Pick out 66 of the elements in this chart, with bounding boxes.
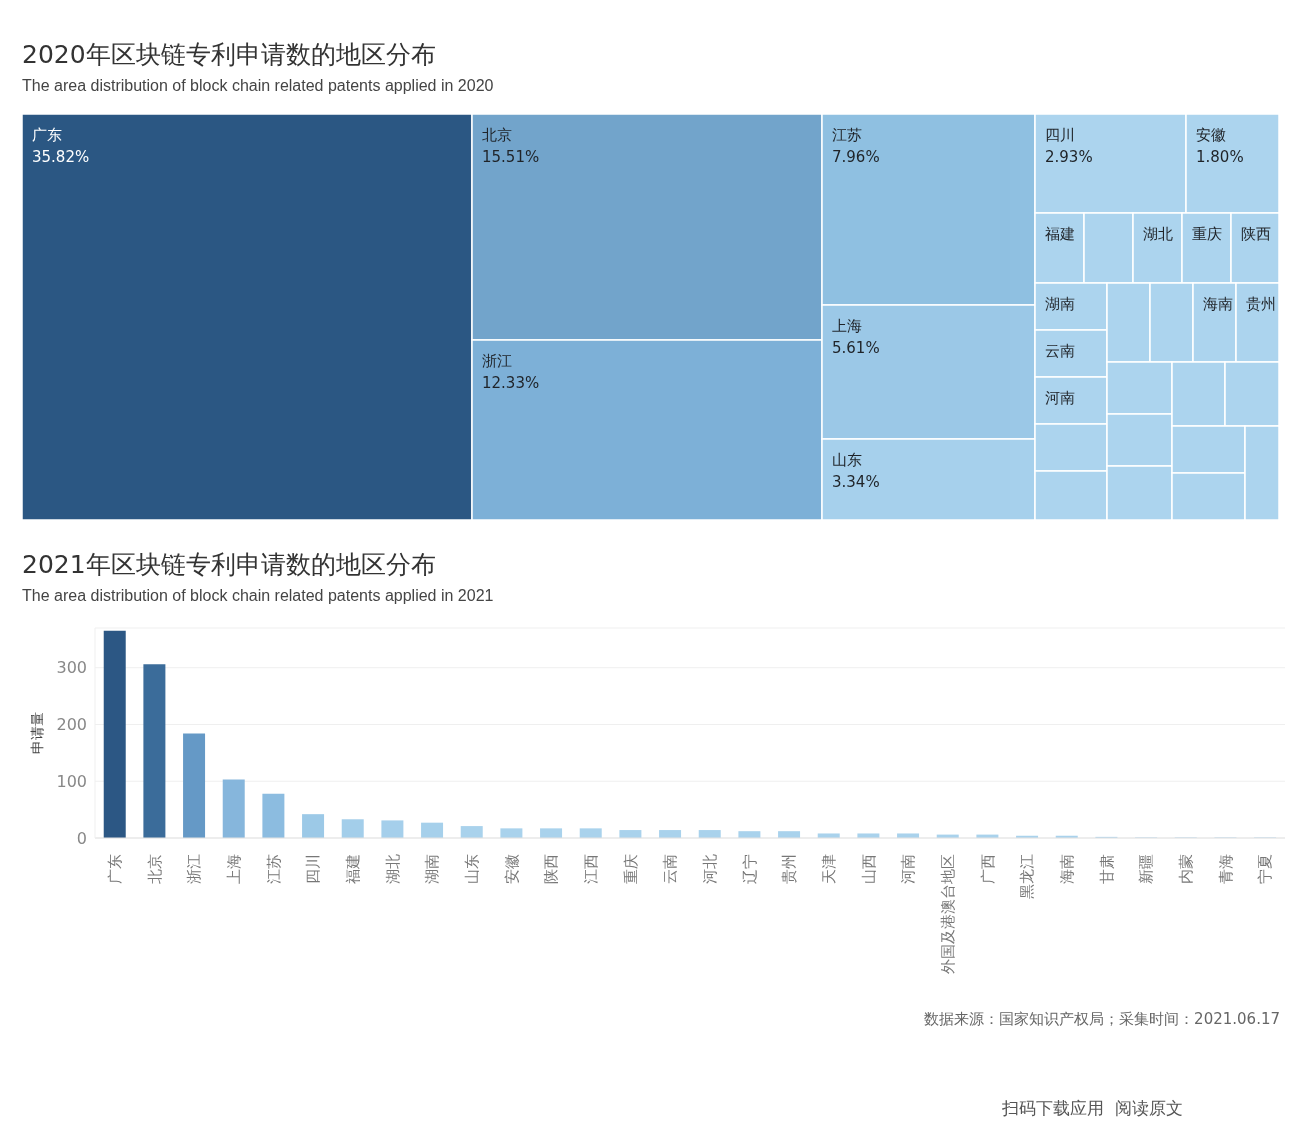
text: 2020年区块链专利申请数的地区分布 bbox=[22, 40, 436, 70]
category-label: 陕西 bbox=[1241, 225, 1271, 243]
x-tick-label: 安徽 bbox=[502, 854, 521, 884]
data-label: 2.93% bbox=[1045, 148, 1093, 166]
category-label: 浙江 bbox=[482, 352, 512, 370]
x-tick-label: 海南 bbox=[1057, 854, 1076, 884]
x-tick-label: 黑龙江 bbox=[1018, 854, 1037, 899]
data-label: 12.33% bbox=[482, 374, 540, 392]
data-label: 35.82% bbox=[32, 148, 90, 166]
x-tick-label: 甘肃 bbox=[1097, 854, 1116, 884]
data-label: 1.80% bbox=[1196, 148, 1244, 166]
x-tick-label: 新疆 bbox=[1137, 854, 1156, 884]
x-tick-label: 内蒙 bbox=[1176, 854, 1195, 884]
category-label: 湖南 bbox=[1045, 295, 1075, 313]
y-tick-label: 100 bbox=[56, 771, 87, 791]
x-tick-label: 江西 bbox=[581, 854, 600, 884]
x-tick-label: 宁夏 bbox=[1256, 854, 1275, 884]
x-tick-label: 青海 bbox=[1216, 854, 1235, 884]
text: 扫码下载应用 阅读原文 bbox=[1002, 1097, 1183, 1120]
y-tick-label: 300 bbox=[56, 658, 87, 678]
x-tick-label: 山东 bbox=[462, 854, 481, 884]
x-tick-label: 重庆 bbox=[621, 854, 640, 884]
category-label: 福建 bbox=[1045, 225, 1075, 243]
chart-title: 2021年区块链专利申请数的地区分布 bbox=[22, 550, 436, 580]
x-tick-label: 陕西 bbox=[542, 854, 561, 884]
y-axis-title: 申请量 bbox=[29, 712, 45, 754]
category-label: 河南 bbox=[1045, 389, 1075, 407]
category-label: 四川 bbox=[1045, 126, 1075, 144]
x-tick-label: 广东 bbox=[105, 854, 124, 884]
category-label: 上海 bbox=[832, 317, 862, 335]
x-tick-label: 广西 bbox=[978, 854, 997, 884]
x-tick-label: 天津 bbox=[819, 854, 838, 884]
x-tick-label: 辽宁 bbox=[740, 854, 759, 884]
category-label: 云南 bbox=[1045, 342, 1075, 360]
data-label: 7.96% bbox=[832, 148, 880, 166]
x-tick-label: 湖南 bbox=[423, 854, 442, 884]
source-note: 数据来源：国家知识产权局；采集时间：2021.06.17 bbox=[924, 1009, 1280, 1030]
category-label: 海南 bbox=[1203, 295, 1233, 313]
category-label: 湖北 bbox=[1143, 225, 1173, 243]
category-label: 贵州 bbox=[1246, 295, 1276, 313]
x-tick-label: 江苏 bbox=[264, 854, 283, 884]
x-tick-label: 河北 bbox=[700, 854, 719, 884]
category-label: 广东 bbox=[32, 126, 62, 144]
x-tick-label: 四川 bbox=[304, 854, 323, 884]
data-label: 3.34% bbox=[832, 473, 880, 491]
data-label: 5.61% bbox=[832, 339, 880, 357]
x-tick-label: 福建 bbox=[343, 854, 362, 884]
y-tick-label: 0 bbox=[76, 828, 87, 848]
category-label: 重庆 bbox=[1192, 225, 1222, 243]
y-tick-label: 200 bbox=[56, 715, 87, 735]
x-tick-label: 山西 bbox=[859, 854, 878, 884]
category-label: 江苏 bbox=[832, 126, 862, 144]
data-label: 15.51% bbox=[482, 148, 540, 166]
category-label: 山东 bbox=[832, 451, 862, 469]
x-tick-label: 浙江 bbox=[185, 854, 204, 884]
x-tick-label: 上海 bbox=[224, 854, 243, 884]
x-tick-label: 河南 bbox=[899, 854, 918, 884]
chart-subtitle: The area distribution of block chain related patents applied in 2021 bbox=[22, 586, 494, 606]
x-tick-label: 云南 bbox=[661, 854, 680, 884]
x-tick-label: 北京 bbox=[145, 854, 164, 884]
text: The area distribution of block chain related patents applied in 2020 bbox=[22, 76, 494, 96]
x-tick-label: 贵州 bbox=[780, 854, 799, 884]
category-label: 北京 bbox=[482, 126, 512, 144]
category-label: 安徽 bbox=[1196, 126, 1226, 144]
x-tick-label: 湖北 bbox=[383, 854, 402, 884]
x-tick-label: 外国及港澳台地区 bbox=[938, 854, 957, 974]
